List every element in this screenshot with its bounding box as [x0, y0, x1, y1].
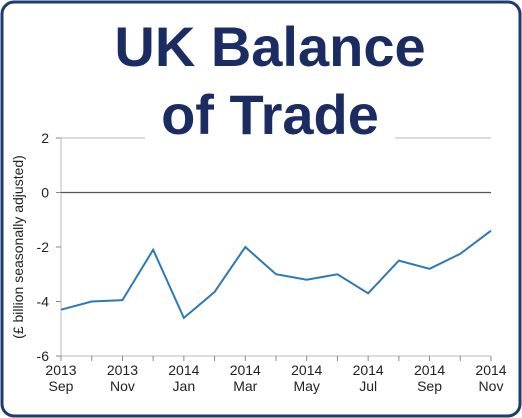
x-tick-label: 2014 Mar: [229, 362, 261, 394]
title-backdrop: [145, 82, 395, 144]
chart-title: UK Balance: [114, 15, 425, 78]
x-tick-label: 2014 Nov: [475, 362, 507, 394]
x-tick-label: 2013 Sep: [45, 362, 77, 394]
x-tick-label: 2014 May: [291, 362, 323, 394]
y-tick-label: 0: [41, 185, 49, 201]
y-axis-label: (£ billion seasonally adjusted): [10, 155, 26, 339]
y-tick-label: -2: [37, 239, 50, 255]
x-tick-label: 2014 Jan: [168, 362, 200, 394]
x-tick-label: 2014 Sep: [413, 362, 446, 394]
data-line: [60, 229, 492, 320]
x-tick-label: 2013 Nov: [106, 362, 138, 394]
y-tick-label: 2: [41, 130, 49, 146]
y-tick-label: -6: [37, 348, 50, 364]
x-tick-label: 2014 Jul: [352, 362, 384, 394]
y-tick-label: -4: [37, 294, 50, 310]
chart-title: of Trade: [161, 83, 379, 146]
